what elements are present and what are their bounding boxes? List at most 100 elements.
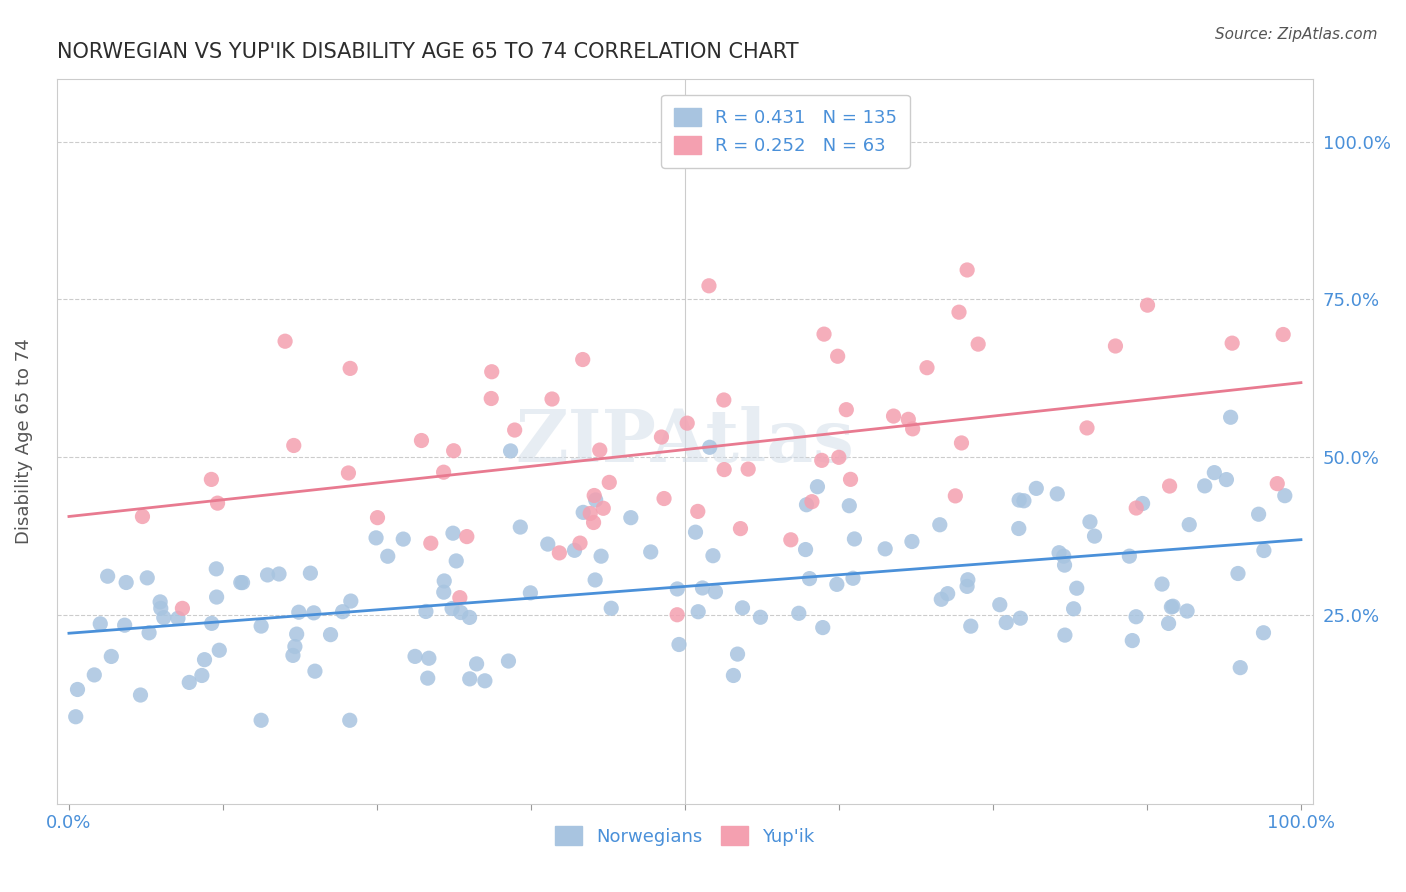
Point [364, 531, 387, 545]
Point [620, 510, 643, 524]
Point [956, 573, 979, 587]
Point [419, 536, 441, 550]
Point [548, 546, 571, 560]
Point [498, 654, 520, 668]
Point [598, 475, 620, 490]
Point [835, 402, 858, 417]
Point [167, 611, 190, 625]
Point [339, 361, 361, 376]
Point [571, 352, 593, 367]
Point [366, 510, 388, 524]
Point [967, 337, 990, 351]
Point [936, 587, 959, 601]
Point [1265, 476, 1288, 491]
Point [811, 621, 834, 635]
Point [827, 349, 849, 363]
Point [458, 672, 481, 686]
Point [458, 610, 481, 624]
Point [652, 491, 675, 506]
Point [479, 392, 502, 406]
Point [1076, 421, 1098, 435]
Point [731, 600, 754, 615]
Point [569, 536, 592, 550]
Point [149, 601, 172, 615]
Point [1229, 660, 1251, 674]
Point [205, 562, 228, 576]
Point [828, 450, 851, 465]
Point [285, 627, 308, 641]
Point [1219, 410, 1241, 425]
Point [589, 443, 612, 458]
Point [519, 586, 541, 600]
Point [416, 671, 439, 685]
Point [129, 688, 152, 702]
Point [267, 566, 290, 581]
Point [800, 494, 823, 508]
Point [901, 422, 924, 436]
Point [713, 462, 735, 476]
Point [114, 618, 136, 632]
Point [1161, 599, 1184, 614]
Point [579, 507, 602, 521]
Point [149, 595, 172, 609]
Point [666, 582, 689, 596]
Point [723, 668, 745, 682]
Point [948, 305, 970, 319]
Point [1150, 577, 1173, 591]
Point [1047, 546, 1070, 560]
Point [564, 543, 586, 558]
Point [441, 526, 464, 541]
Point [1132, 496, 1154, 510]
Point [685, 525, 707, 540]
Point [450, 606, 472, 620]
Point [152, 610, 174, 624]
Point [100, 649, 122, 664]
Point [340, 594, 363, 608]
Point [799, 572, 821, 586]
Point [838, 499, 860, 513]
Point [1215, 473, 1237, 487]
Point [1046, 487, 1069, 501]
Point [1078, 515, 1101, 529]
Point [1220, 336, 1243, 351]
Point [537, 537, 560, 551]
Point [794, 542, 817, 557]
Point [928, 517, 950, 532]
Point [207, 496, 229, 510]
Point [583, 489, 606, 503]
Point [943, 489, 966, 503]
Point [1053, 549, 1076, 564]
Point [1012, 493, 1035, 508]
Point [650, 430, 672, 444]
Point [591, 549, 613, 564]
Point [205, 590, 228, 604]
Point [592, 501, 614, 516]
Point [509, 520, 531, 534]
Point [1053, 628, 1076, 642]
Point [1136, 298, 1159, 312]
Point [404, 649, 426, 664]
Point [1272, 327, 1295, 342]
Point [1121, 633, 1143, 648]
Point [901, 534, 924, 549]
Point [229, 575, 252, 590]
Point [697, 278, 720, 293]
Point [686, 504, 709, 518]
Point [89, 616, 111, 631]
Point [1247, 507, 1270, 521]
Point [668, 638, 690, 652]
Point [1008, 521, 1031, 535]
Point [844, 532, 866, 546]
Point [796, 498, 818, 512]
Point [988, 598, 1011, 612]
Point [666, 607, 689, 622]
Point [411, 434, 433, 448]
Point [1175, 604, 1198, 618]
Point [839, 472, 862, 486]
Point [1159, 479, 1181, 493]
Text: ZIPAtlas: ZIPAtlas [516, 406, 855, 477]
Point [688, 605, 710, 619]
Point [956, 579, 979, 593]
Point [813, 327, 835, 342]
Point [875, 541, 897, 556]
